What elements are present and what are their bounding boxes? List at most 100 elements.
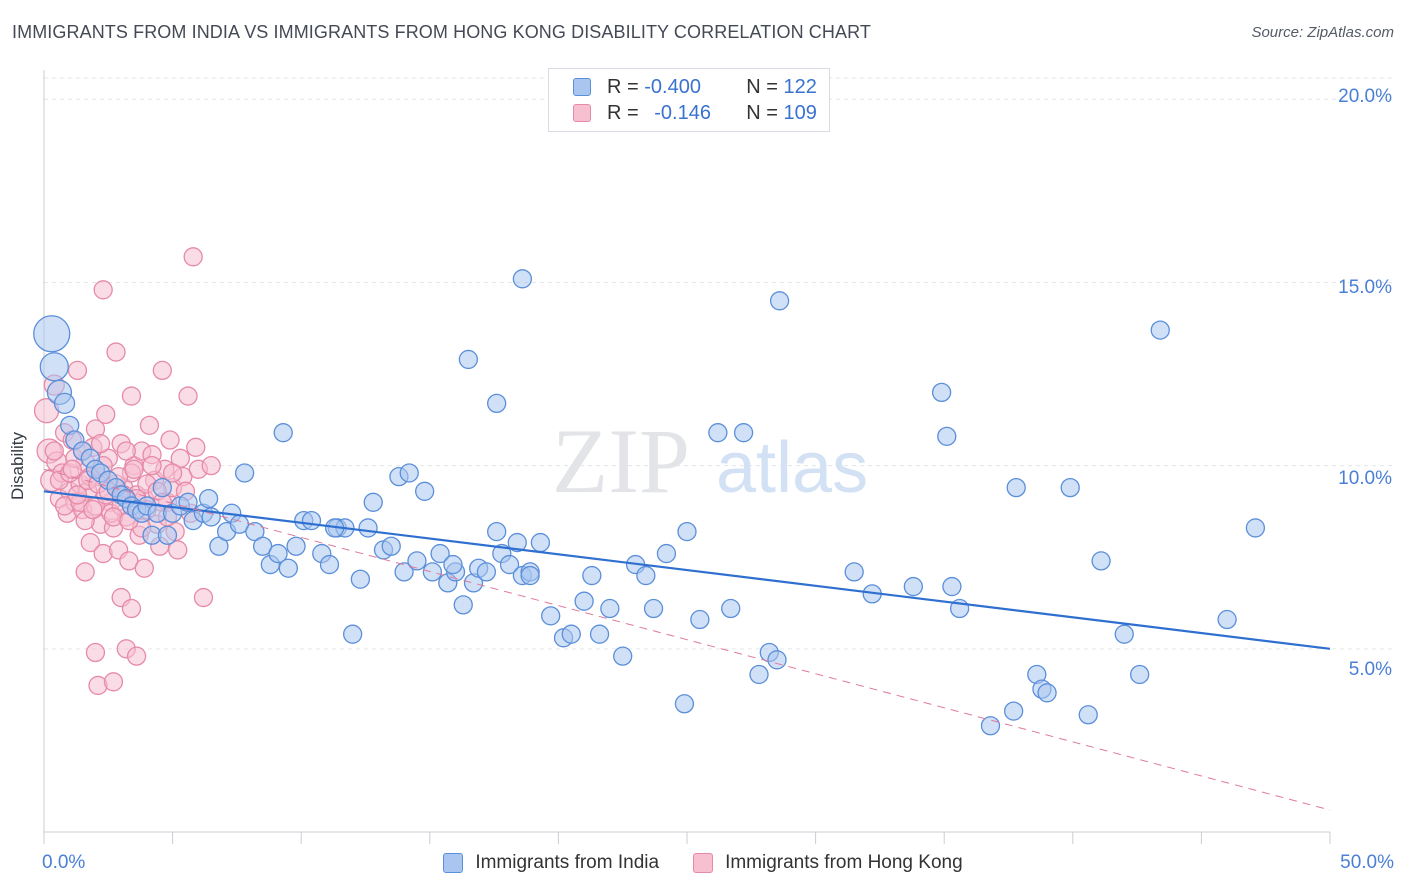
hong-kong-point <box>80 532 100 553</box>
y-tick-label: 15.0% <box>1338 277 1392 298</box>
legend-swatch-india <box>573 78 591 96</box>
india-point <box>152 477 172 498</box>
y-tick-label: 20.0% <box>1338 86 1392 107</box>
legend-r-label: R = <box>607 101 645 124</box>
india-point <box>1150 320 1170 340</box>
hong-kong-point <box>201 456 221 476</box>
chart-title: IMMIGRANTS FROM INDIA VS IMMIGRANTS FROM… <box>12 22 871 42</box>
x-tick-label: 50.0% <box>1340 852 1394 873</box>
india-point <box>458 349 479 370</box>
hong-kong-point <box>67 360 88 381</box>
india-point <box>589 624 610 644</box>
hong-kong-point <box>116 441 136 461</box>
hong-kong-point <box>96 404 116 425</box>
legend-swatch-hong-kong <box>573 104 591 122</box>
hong-kong-point <box>93 280 113 300</box>
india-point <box>1037 683 1057 703</box>
hong-kong-point <box>121 386 142 406</box>
india-point <box>574 591 594 611</box>
india-point <box>499 554 520 575</box>
india-point <box>561 624 581 644</box>
y-tick-label: 5.0% <box>1348 659 1392 680</box>
india-point <box>33 315 71 353</box>
hong-kong-point <box>83 499 103 520</box>
india-point <box>319 554 340 575</box>
india-point <box>600 598 620 619</box>
india-point <box>520 565 540 586</box>
india-point <box>980 716 1001 736</box>
hong-kong-point <box>126 646 147 666</box>
hong-kong-point <box>103 672 124 692</box>
india-point <box>430 543 450 564</box>
watermark-zip: ZIP <box>552 410 690 512</box>
hong-kong-point <box>168 540 188 560</box>
hong-kong-point <box>178 386 198 406</box>
hong-kong-point <box>134 558 154 578</box>
hong-kong-point <box>62 459 82 479</box>
india-point <box>487 393 507 414</box>
legend-r-value: -0.146 <box>654 101 711 124</box>
watermark: ZIP atlas <box>552 410 868 512</box>
y-tick-label: 10.0% <box>1338 468 1392 489</box>
india-point <box>252 536 273 556</box>
india-point <box>358 518 378 538</box>
india-point <box>363 492 383 512</box>
hong-kong-point <box>193 587 214 608</box>
hong-kong-point <box>183 247 203 267</box>
india-trend-line <box>43 490 1331 650</box>
india-point <box>278 558 298 578</box>
india-point <box>903 576 923 597</box>
x-tick-label: 0.0% <box>42 852 86 873</box>
india-point <box>1006 477 1026 498</box>
india-point <box>286 536 306 556</box>
legend-label-india: Immigrants from India <box>475 852 660 873</box>
india-point <box>937 426 957 446</box>
india-point <box>1078 705 1098 725</box>
hong-kong-point <box>106 342 126 362</box>
india-point <box>39 352 69 382</box>
india-point <box>1091 551 1111 571</box>
series-legend: Immigrants from India Immigrants from Ho… <box>0 852 1406 874</box>
india-point <box>1217 609 1237 630</box>
india-point <box>350 569 371 589</box>
india-point <box>157 525 178 545</box>
india-point <box>198 488 219 509</box>
india-point <box>407 551 427 571</box>
india-point <box>677 521 697 542</box>
india-point <box>381 536 401 556</box>
india-point <box>690 609 710 630</box>
legend-label-hong-kong: Immigrants from Hong Kong <box>725 852 963 873</box>
india-point <box>512 269 533 289</box>
india-point <box>53 392 76 415</box>
hong-kong-point <box>162 463 183 483</box>
india-point <box>476 562 497 582</box>
india-point <box>1245 518 1266 538</box>
legend-row-india: R = -0.400 N = 122 <box>573 74 817 100</box>
india-point <box>613 646 633 666</box>
y-axis-label: Disability <box>8 431 27 500</box>
hong-kong-point <box>44 441 64 461</box>
india-point <box>1114 624 1134 644</box>
india-point <box>268 543 288 564</box>
india-point <box>733 423 754 443</box>
legend-n-label: N = <box>746 101 784 124</box>
india-point <box>530 532 551 553</box>
india-point <box>234 463 255 483</box>
india-point <box>394 562 414 582</box>
india-point <box>487 521 507 542</box>
india-point <box>844 562 864 582</box>
india-point <box>1130 664 1150 685</box>
hong-kong-point <box>75 562 95 582</box>
grid-lines <box>44 77 1396 650</box>
india-point <box>399 463 419 483</box>
india-point <box>643 598 664 619</box>
legend-r-value: -0.400 <box>644 75 701 98</box>
india-point <box>721 598 741 619</box>
india-point <box>422 562 443 582</box>
legend-item-hong-kong: Immigrants from Hong Kong <box>693 852 963 874</box>
hong-kong-point <box>90 434 111 454</box>
india-point <box>453 595 473 615</box>
india-point <box>415 481 435 501</box>
series-hong-kong-points <box>33 247 221 696</box>
